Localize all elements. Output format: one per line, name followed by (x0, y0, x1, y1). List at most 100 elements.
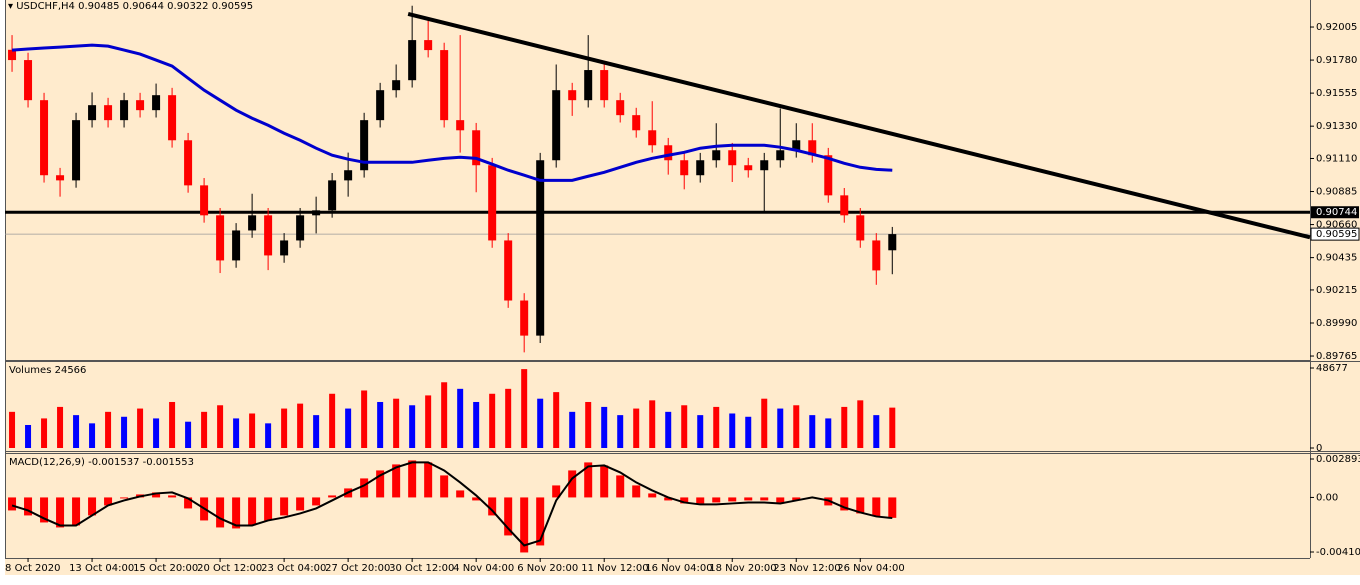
last-close: 0.90595 (212, 1, 253, 12)
x-tick-label: 16 Nov 04:00 (645, 563, 712, 574)
volume-bar (793, 405, 800, 448)
x-tick-label: 15 Oct 20:00 (133, 563, 198, 574)
y-tick-label: 0.90885 (1316, 187, 1357, 198)
candle-body (232, 230, 241, 261)
macd-bar (648, 493, 657, 498)
candle-body (200, 185, 209, 216)
macd-bar (680, 497, 689, 504)
candle-body (408, 40, 417, 81)
macd-bar (504, 497, 513, 536)
volume-bar (153, 418, 160, 448)
macd-signal (11, 461, 893, 547)
candle-body (376, 90, 385, 121)
macd-bar (728, 497, 737, 502)
level-label-box (1311, 206, 1359, 219)
x-tick-label: 23 Oct 04:00 (261, 563, 326, 574)
y-tick-label: 0.90660 (1316, 220, 1357, 231)
candle-body (424, 40, 433, 51)
volume-bar (265, 423, 272, 448)
candle-body (808, 140, 817, 156)
candle-body (184, 140, 193, 186)
candle-body (792, 140, 801, 151)
macd-bar (552, 485, 561, 498)
volume-bar (505, 388, 512, 448)
macd-bar (776, 497, 785, 503)
volume-bar (457, 388, 464, 448)
macd-bar (24, 497, 33, 516)
candle-body (824, 155, 833, 196)
macd-bar (632, 485, 641, 498)
volume-bar (249, 413, 256, 448)
macd-bar (40, 497, 49, 523)
x-tick-label: 27 Oct 20:00 (325, 563, 390, 574)
candle-body (696, 160, 705, 176)
candle-body (120, 100, 129, 121)
candle-body (776, 150, 785, 161)
y-tick-label: -0.004107 (1316, 547, 1360, 558)
candle-body (568, 90, 577, 101)
macd-bar (568, 470, 577, 498)
macd-bar (616, 475, 625, 498)
trendline (407, 12, 1311, 240)
volume-bar (441, 382, 448, 448)
macd-bar (360, 478, 369, 498)
last-open: 0.90485 (78, 1, 119, 12)
candle-body (296, 215, 305, 241)
volume-bar (665, 411, 672, 448)
volume-bar (345, 408, 352, 448)
macd-header: MACD(12,26,9) -0.001537 -0.001553 (9, 457, 194, 468)
volume-bar (137, 408, 144, 448)
candle-body (488, 165, 497, 241)
y-tick-label: 0.89990 (1316, 318, 1357, 329)
macd-bar (216, 497, 225, 528)
macd-bar (8, 497, 17, 511)
candle-body (264, 215, 273, 256)
candle-body (360, 120, 369, 171)
candle-body (104, 105, 113, 121)
symbol-arrow: ▾ (8, 1, 16, 12)
macd-bar (168, 495, 177, 498)
volume-bar (649, 400, 656, 448)
y-tick-label: 0.91330 (1316, 121, 1357, 132)
macd-bar (744, 497, 753, 501)
volume-bar (585, 401, 592, 448)
price-label: 0.90595 (1316, 229, 1357, 240)
macd-bar (536, 497, 545, 546)
y-tick-label: 0.91110 (1316, 153, 1357, 164)
volume-bar (617, 415, 624, 448)
volume-bar (633, 408, 640, 448)
macd-bar (456, 490, 465, 498)
macd-bar (696, 497, 705, 504)
chart-title: USDCHF,H4 (16, 1, 75, 12)
volume-bar (873, 415, 880, 448)
volume-bar (745, 416, 752, 448)
y-tick-label: 0 (1316, 443, 1322, 454)
macd-bar (72, 497, 81, 526)
volume-bar (185, 421, 192, 448)
candle-body (680, 160, 689, 176)
candle-body (328, 180, 337, 211)
volume-bar (377, 401, 384, 448)
candle-body (216, 215, 225, 261)
macd-bar (840, 497, 849, 511)
macd-bar (760, 497, 769, 501)
volume-bar (889, 407, 896, 448)
candle-body (312, 210, 321, 216)
volume-bar (169, 401, 176, 448)
volume-bar (809, 415, 816, 448)
y-tick-label: 0.002893 (1316, 454, 1360, 465)
macd-bar (856, 497, 865, 514)
moving-average (11, 43, 893, 182)
volume-bar (681, 405, 688, 448)
volume-last: 24566 (55, 365, 87, 376)
volume-bar (537, 398, 544, 448)
x-tick-label: 20 Oct 12:00 (197, 563, 262, 574)
candle-body (648, 130, 657, 146)
volume-bar (233, 418, 240, 448)
volume-bar (841, 406, 848, 448)
volume-bar (825, 418, 832, 448)
x-tick-label: 30 Oct 12:00 (389, 563, 454, 574)
y-tick-label: 0.91555 (1316, 88, 1357, 99)
volume-bar (25, 424, 32, 448)
